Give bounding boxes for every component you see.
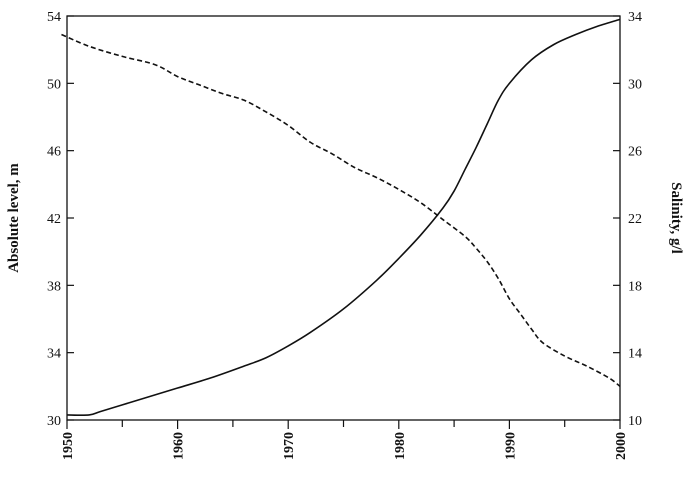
- x-tick-label: 1960: [172, 432, 187, 460]
- x-tick-label: 2000: [614, 432, 629, 460]
- tick-group: 30 34 38 42 46 50 54 10 14 18 22 26 30 34 1950 1960 1970…: [47, 10, 642, 460]
- y-right-tick-label: 34: [628, 10, 642, 25]
- y-right-tick-label: 30: [628, 77, 642, 92]
- y-right-tick-label: 14: [628, 347, 642, 362]
- y-right-tick-label: 22: [628, 212, 642, 227]
- y-left-tick-label: 34: [47, 347, 61, 362]
- y-left-tick-label: 30: [47, 414, 61, 429]
- plot-frame: [66, 15, 621, 421]
- y-left-tick-label: 54: [47, 10, 61, 25]
- x-tick-label: 1950: [61, 432, 76, 460]
- y-left-tick-label: 50: [47, 77, 61, 92]
- y-left-tick-label: 46: [47, 145, 61, 160]
- y-left-tick-label: 42: [47, 212, 61, 227]
- y-right-tick-label: 10: [628, 414, 642, 429]
- y-axis-right-title: Salinity, g/l: [668, 182, 684, 254]
- series-line-salinity: [61, 33, 621, 387]
- y-axis-left-title: Absolute level, m: [6, 163, 22, 273]
- series-group: [61, 18, 621, 416]
- y-right-tick-label: 26: [628, 145, 642, 160]
- x-tick-label: 1970: [282, 432, 297, 460]
- plot-area: [66, 15, 621, 421]
- y-left-tick-label: 38: [47, 279, 61, 294]
- x-tick-label: 1990: [503, 432, 518, 460]
- y-right-tick-label: 18: [628, 279, 642, 294]
- series-line-absolute-level: [66, 18, 621, 416]
- x-tick-label: 1980: [393, 432, 408, 460]
